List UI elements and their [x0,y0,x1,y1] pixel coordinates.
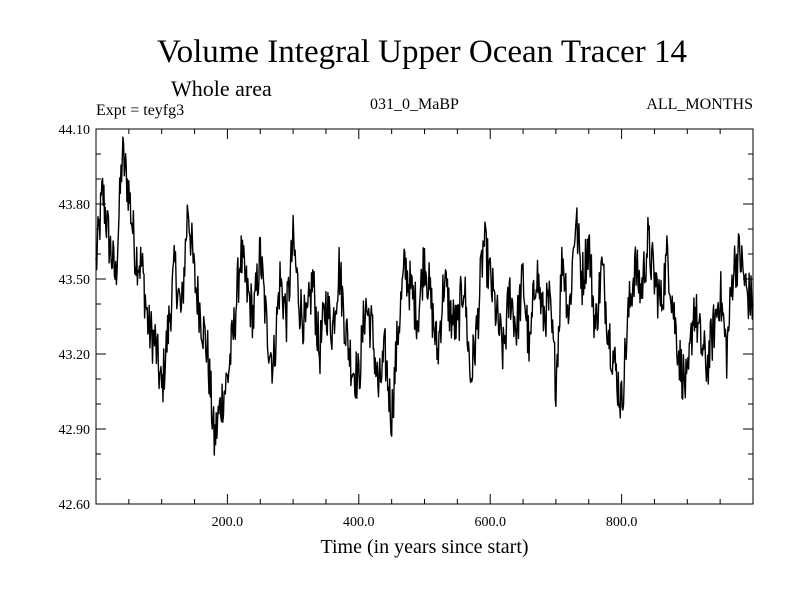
y-tick-label: 43.20 [59,348,91,363]
x-tick-label: 200.0 [212,515,244,530]
chart-title: Volume Integral Upper Ocean Tracer 14 [157,34,687,70]
chart-subtitle: Whole area [171,76,272,101]
x-tick-label: 800.0 [606,515,638,530]
x-tick-label: 600.0 [474,515,506,530]
y-tick-label: 42.60 [59,498,91,513]
plot-frame [95,128,754,505]
axis-ticks [96,128,753,505]
series-line-0 [95,136,754,456]
x-tick-label: 400.0 [343,515,375,530]
axis-tick-labels: 200.0 400.0 600.0 800.0 42.60 42.90 43.20 43.50… [59,123,638,530]
x-axis-label: Time (in years since start) [320,536,529,558]
y-tick-label: 42.90 [59,423,91,438]
experiment-label: Expt = teyfg3 [96,102,185,119]
months-label: ALL_MONTHS [646,96,753,113]
run-label: 031_0_MaBP [370,96,459,113]
y-tick-label: 43.50 [59,273,91,288]
series-layer [95,136,754,456]
y-tick-label: 43.80 [59,198,91,213]
y-tick-label: 44.10 [59,123,91,138]
